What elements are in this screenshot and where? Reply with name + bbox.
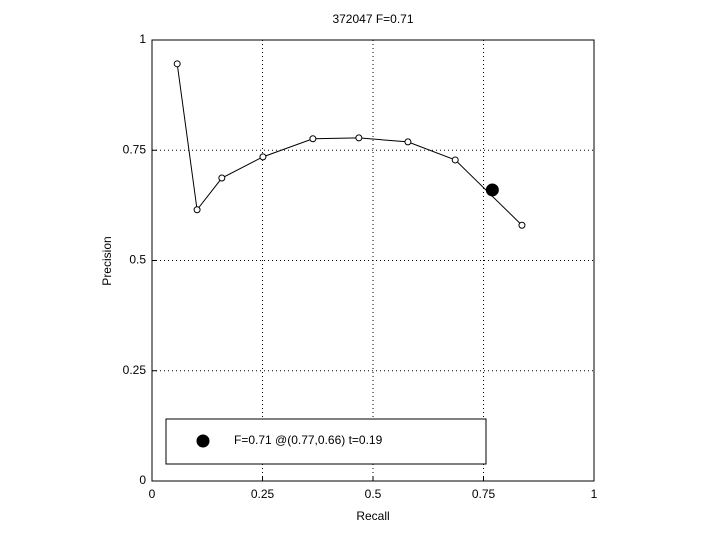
y-tick-label: 1 <box>139 32 146 46</box>
y-axis-label: Precision <box>100 236 114 285</box>
x-tick-label: 1 <box>591 487 598 501</box>
point-marker <box>259 153 267 161</box>
point-marker <box>404 138 412 146</box>
point-marker <box>173 60 181 68</box>
point-marker <box>518 221 526 229</box>
x-tick-label: 0.75 <box>472 487 496 501</box>
point-marker <box>309 135 317 143</box>
chart-title: 372047 F=0.71 <box>332 12 413 26</box>
point-marker <box>218 174 226 182</box>
point-marker <box>451 156 459 164</box>
x-tick-label: 0 <box>149 487 156 501</box>
y-tick-label: 0.25 <box>123 363 147 377</box>
legend-box <box>165 418 487 465</box>
y-tick-label: 0 <box>139 473 146 487</box>
x-axis-label: Recall <box>356 509 389 523</box>
f-point <box>485 183 499 197</box>
legend-label: F=0.71 @(0.77,0.66) t=0.19 <box>234 433 383 447</box>
legend-marker <box>196 434 210 448</box>
axes-box <box>151 39 595 482</box>
y-tick-label: 0.75 <box>123 142 147 156</box>
x-tick-label: 0.25 <box>251 487 275 501</box>
x-tick-label: 0.5 <box>365 487 382 501</box>
y-tick-label: 0.5 <box>129 253 146 267</box>
point-marker <box>193 206 201 214</box>
point-marker <box>355 134 363 142</box>
